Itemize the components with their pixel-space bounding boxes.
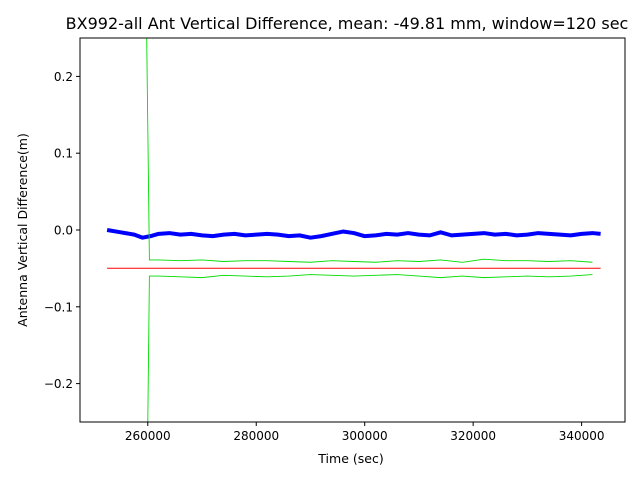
x-tick-label: 320000 (450, 429, 496, 443)
x-tick-label: 300000 (342, 429, 388, 443)
y-tick-label: −0.1 (44, 300, 73, 314)
x-tick-label: 260000 (125, 429, 171, 443)
series-line-thick-noisy-line (106, 228, 601, 240)
y-tick-label: 0.0 (54, 224, 73, 238)
plot-area (106, 38, 601, 422)
x-tick-label: 280000 (233, 429, 279, 443)
chart-title: BX992-all Ant Vertical Difference, mean:… (66, 14, 629, 33)
series-line-upper-bound (146, 38, 593, 263)
y-tick-label: −0.2 (44, 377, 73, 391)
x-tick-label: 340000 (559, 429, 605, 443)
y-axis: 0.2 0.1 0.0 −0.1 −0.2 (44, 70, 80, 391)
series-line-lower-bound (147, 274, 593, 422)
y-tick-label: 0.2 (54, 70, 73, 84)
y-axis-label: Antenna Vertical Difference(m) (15, 133, 30, 327)
y-tick-label: 0.1 (54, 147, 73, 161)
x-axis: 260000 280000 300000 320000 340000 (125, 422, 605, 443)
x-axis-label: Time (sec) (317, 451, 383, 466)
